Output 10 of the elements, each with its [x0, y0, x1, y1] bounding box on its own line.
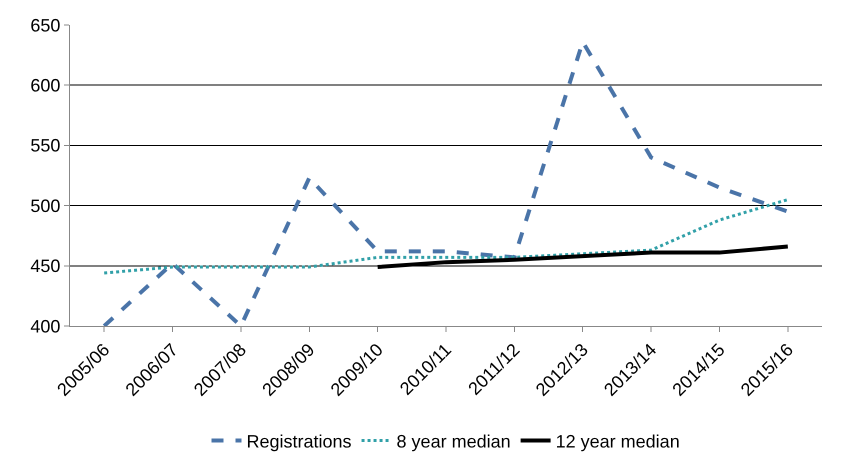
y-tick-label: 550 [30, 136, 60, 156]
y-tick-label: 450 [30, 256, 60, 276]
legend-label: Registrations [246, 432, 352, 452]
y-tick-label: 500 [30, 196, 60, 216]
y-tick-label: 650 [30, 15, 60, 36]
y-tick-label: 400 [30, 316, 60, 336]
legend-label: 8 year median [396, 432, 511, 452]
line-series [102, 198, 790, 275]
y-tick-label: 600 [30, 76, 60, 96]
legend-label: 12 year median [556, 432, 680, 452]
